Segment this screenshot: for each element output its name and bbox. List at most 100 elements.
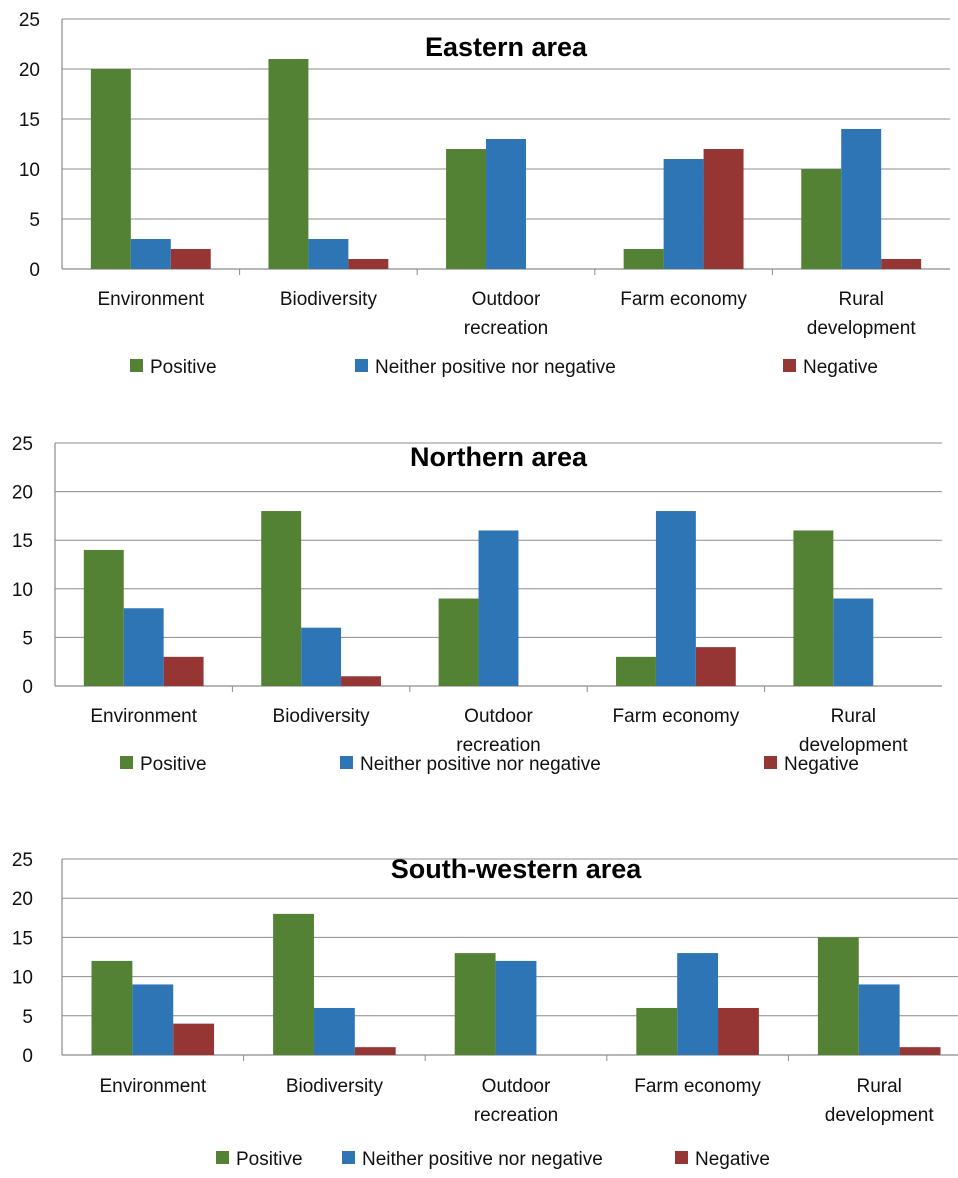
category-label: Environment	[97, 289, 204, 310]
category-label: Outdoor	[472, 289, 541, 310]
bar-neither-positive-nor-negative-biodiversity	[313, 1007, 355, 1055]
bar-negative-environment	[170, 249, 211, 269]
y-tick-label: 25	[12, 850, 33, 871]
category-label: recreation	[474, 1105, 559, 1126]
bar-neither-positive-nor-negative-biodiversity	[308, 239, 349, 269]
legend-swatch-negative	[675, 1151, 688, 1164]
bar-negative-farm-economy	[695, 647, 736, 686]
y-tick-label: 15	[19, 110, 40, 131]
bar-neither-positive-nor-negative-outdoor-recreation	[486, 139, 526, 269]
bar-positive-outdoor-recreation	[438, 598, 479, 686]
bar-negative-environment	[173, 1023, 215, 1055]
y-tick-label: 5	[29, 210, 40, 231]
bar-positive-rural-development	[801, 169, 842, 269]
bar-positive-biodiversity	[261, 511, 302, 686]
legend-label-negative: Negative	[784, 754, 859, 775]
category-label: recreation	[464, 318, 549, 339]
category-label: development	[807, 318, 917, 339]
bar-neither-positive-nor-negative-rural-development	[841, 129, 882, 269]
bar-neither-positive-nor-negative-outdoor-recreation	[478, 530, 519, 686]
category-label: Environment	[99, 1076, 206, 1097]
bar-negative-biodiversity	[348, 259, 389, 269]
bar-neither-positive-nor-negative-farm-economy	[677, 953, 719, 1055]
chart-title: South-western area	[391, 854, 643, 884]
y-tick-label: 25	[19, 10, 40, 31]
y-tick-label: 15	[12, 531, 33, 552]
bar-neither-positive-nor-negative-rural-development	[858, 984, 900, 1055]
bar-neither-positive-nor-negative-outdoor-recreation	[495, 960, 537, 1055]
legend-label-positive: Positive	[236, 1149, 303, 1170]
bar-positive-biodiversity	[268, 59, 309, 269]
category-label: Biodiversity	[280, 289, 378, 310]
category-label: Farm economy	[634, 1076, 761, 1097]
category-label: Rural	[838, 289, 883, 310]
category-label: Outdoor	[464, 706, 533, 727]
y-tick-label: 0	[22, 677, 33, 698]
y-tick-label: 0	[22, 1046, 33, 1067]
bar-neither-positive-nor-negative-environment	[132, 984, 174, 1055]
category-label: Rural	[831, 706, 876, 727]
bar-positive-farm-economy	[623, 249, 664, 269]
bar-negative-rural-development	[881, 259, 922, 269]
bar-negative-biodiversity	[341, 676, 381, 686]
category-label: recreation	[456, 735, 541, 756]
bar-positive-outdoor-recreation	[446, 149, 487, 269]
y-tick-label: 20	[19, 60, 40, 81]
bar-neither-positive-nor-negative-environment	[130, 239, 171, 269]
category-label: Biodiversity	[286, 1076, 384, 1097]
chart-title: Eastern area	[425, 32, 588, 62]
bar-positive-biodiversity	[273, 913, 314, 1055]
bar-positive-rural-development	[793, 530, 834, 686]
y-tick-label: 20	[12, 889, 33, 910]
legend-label-positive: Positive	[150, 357, 217, 378]
chart-northern-area: 0 5 10 15 20 25 Environment Biodiversity Outdoor…	[12, 434, 942, 775]
legend-swatch-neither-positive-nor-negative	[355, 359, 368, 372]
bar-neither-positive-nor-negative-environment	[123, 608, 164, 686]
bar-positive-farm-economy	[616, 656, 656, 686]
y-tick-label: 15	[12, 928, 33, 949]
legend-swatch-positive	[120, 756, 133, 769]
legend-swatch-neither-positive-nor-negative	[340, 756, 353, 769]
bar-negative-rural-development	[899, 1047, 941, 1055]
y-tick-label: 5	[22, 628, 33, 649]
legend-swatch-neither-positive-nor-negative	[342, 1151, 355, 1164]
bar-positive-farm-economy	[636, 1007, 678, 1055]
category-label: Farm economy	[613, 706, 740, 727]
bar-negative-farm-economy	[718, 1007, 759, 1055]
legend-swatch-negative	[764, 756, 777, 769]
y-tick-label: 10	[19, 160, 40, 181]
y-tick-label: 10	[12, 968, 33, 989]
chart-title: Northern area	[410, 442, 588, 472]
bar-neither-positive-nor-negative-rural-development	[833, 598, 874, 686]
legend-label-negative: Negative	[695, 1149, 770, 1170]
legend-label-negative: Negative	[803, 357, 878, 378]
legend-label-neither-positive-nor-negative: Neither positive nor negative	[362, 1149, 603, 1170]
category-label: Outdoor	[482, 1076, 551, 1097]
legend-label-neither-positive-nor-negative: Neither positive nor negative	[360, 754, 601, 775]
bar-neither-positive-nor-negative-farm-economy	[663, 159, 704, 269]
bar-neither-positive-nor-negative-biodiversity	[301, 627, 342, 686]
legend-swatch-positive	[130, 359, 143, 372]
y-tick-label: 20	[12, 483, 33, 504]
bar-negative-environment	[163, 656, 204, 686]
bar-positive-environment	[91, 960, 133, 1055]
bar-positive-rural-development	[817, 937, 859, 1055]
category-label: Rural	[856, 1076, 901, 1097]
bar-positive-outdoor-recreation	[454, 953, 496, 1055]
category-label: development	[799, 735, 909, 756]
legend-label-neither-positive-nor-negative: Neither positive nor negative	[375, 357, 616, 378]
legend-label-positive: Positive	[140, 754, 207, 775]
category-label: Farm economy	[620, 289, 747, 310]
bar-positive-environment	[90, 69, 131, 269]
y-tick-label: 5	[22, 1007, 33, 1028]
chart-south-western-area: 0 5 10 15 20 25 Environment Biodiversity Outdoor…	[12, 850, 958, 1170]
y-tick-label: 25	[12, 434, 33, 455]
y-tick-label: 10	[12, 580, 33, 601]
legend-swatch-negative	[783, 359, 796, 372]
bar-negative-farm-economy	[703, 149, 744, 269]
category-label: development	[825, 1105, 935, 1126]
bar-negative-biodiversity	[354, 1047, 396, 1055]
category-label: Biodiversity	[273, 706, 371, 727]
bar-neither-positive-nor-negative-farm-economy	[655, 511, 696, 686]
